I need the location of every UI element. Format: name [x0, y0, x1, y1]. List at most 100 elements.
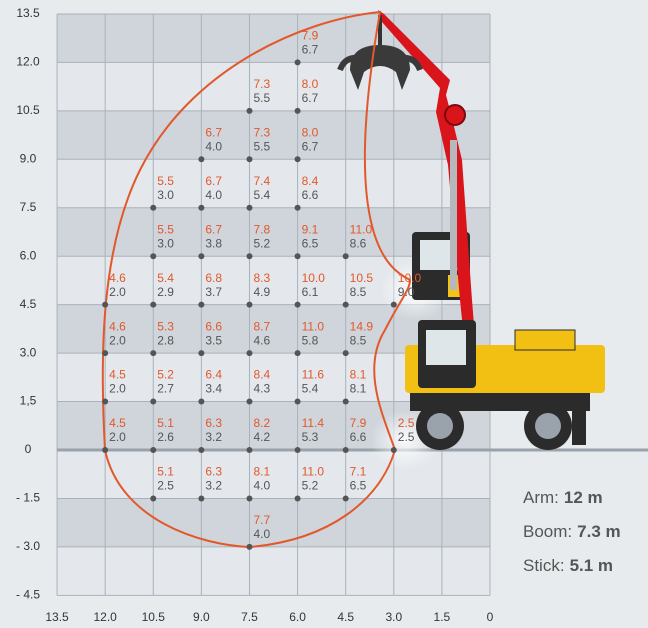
load-rear: 4.6 — [253, 333, 270, 347]
load-rear: 2.0 — [109, 382, 126, 396]
load-rear: 8.5 — [350, 333, 367, 347]
load-point — [295, 156, 301, 162]
load-front: 11.6 — [302, 368, 325, 382]
load-rear: 2.0 — [109, 430, 126, 444]
load-front: 14.9 — [350, 319, 374, 333]
load-point — [246, 253, 252, 259]
load-front: 5.3 — [157, 319, 174, 333]
x-tick-label: 9.0 — [193, 610, 210, 624]
load-rear: 2.7 — [157, 382, 174, 396]
load-point — [343, 350, 349, 356]
load-point — [343, 399, 349, 405]
load-rear: 2.9 — [157, 285, 174, 299]
load-front: 8.4 — [302, 174, 319, 188]
x-tick-label: 3.0 — [385, 610, 402, 624]
load-front: 10.0 — [302, 271, 326, 285]
load-front: 6.7 — [205, 174, 222, 188]
load-point — [102, 447, 108, 453]
load-front: 8.3 — [253, 271, 270, 285]
load-rear: 3.5 — [205, 333, 222, 347]
load-front: 7.8 — [253, 222, 270, 236]
load-point — [198, 253, 204, 259]
load-rear: 6.7 — [302, 43, 319, 57]
load-rear: 3.0 — [157, 236, 174, 250]
load-front: 7.9 — [302, 29, 319, 43]
load-point — [391, 302, 397, 308]
load-rear: 3.2 — [205, 479, 222, 493]
y-tick-label: 6.0 — [20, 248, 37, 262]
load-point — [102, 399, 108, 405]
page: {"x_ticks":[{"value":13.5,"label":"13.5"… — [0, 0, 648, 628]
load-front: 5.1 — [157, 465, 174, 479]
load-point — [295, 399, 301, 405]
load-front: 5.4 — [157, 271, 174, 285]
y-tick-label: - 3.0 — [16, 539, 40, 553]
x-tick-label: 6.0 — [289, 610, 306, 624]
load-rear: 4.2 — [253, 430, 270, 444]
load-point — [102, 350, 108, 356]
spec-value: 5.1 m — [570, 556, 613, 575]
x-tick-label: 7.5 — [241, 610, 258, 624]
load-rear: 2.5 — [398, 430, 415, 444]
load-front: 6.8 — [205, 271, 222, 285]
load-front: 5.2 — [157, 368, 174, 382]
load-rear: 3.7 — [205, 285, 222, 299]
spec-value: 12 m — [564, 488, 603, 507]
load-point — [198, 205, 204, 211]
load-point — [295, 205, 301, 211]
load-point — [246, 447, 252, 453]
spec: Arm:12 m — [523, 488, 603, 507]
load-point — [343, 253, 349, 259]
load-front: 4.6 — [109, 271, 126, 285]
load-front: 7.1 — [350, 465, 367, 479]
load-front: 11.0 — [302, 319, 325, 333]
load-front: 7.3 — [253, 125, 270, 139]
load-rear: 4.0 — [205, 139, 222, 153]
load-front: 8.4 — [253, 368, 270, 382]
load-point — [246, 156, 252, 162]
load-point — [295, 350, 301, 356]
load-front: 8.2 — [253, 416, 270, 430]
load-rear: 5.2 — [302, 479, 319, 493]
load-front: 7.9 — [350, 416, 367, 430]
spec: Stick: 5.1 m — [523, 556, 613, 575]
load-point — [295, 495, 301, 501]
load-front: 9.1 — [302, 222, 319, 236]
load-front: 8.0 — [302, 77, 319, 91]
load-rear: 3.2 — [205, 430, 222, 444]
load-rear: 6.7 — [302, 91, 319, 105]
load-point — [295, 108, 301, 114]
spec-label: Stick: — [523, 556, 565, 575]
load-front: 6.7 — [205, 222, 222, 236]
load-rear: 8.5 — [350, 285, 367, 299]
load-rear: 2.8 — [157, 333, 174, 347]
load-rear: 6.6 — [350, 430, 367, 444]
load-rear: 9.0 — [398, 285, 415, 299]
y-tick-label: 3.0 — [20, 345, 37, 359]
load-point — [198, 302, 204, 308]
load-point — [295, 59, 301, 65]
load-point — [246, 350, 252, 356]
load-point — [343, 302, 349, 308]
load-point — [150, 253, 156, 259]
load-front: 2.5 — [398, 416, 415, 430]
load-rear: 5.8 — [302, 333, 319, 347]
load-front: 6.6 — [205, 319, 222, 333]
band — [57, 498, 490, 546]
load-point — [246, 399, 252, 405]
load-rear: 5.5 — [253, 139, 270, 153]
x-tick-label: 10.5 — [142, 610, 166, 624]
load-front: 6.3 — [205, 416, 222, 430]
y-tick-label: 0 — [25, 442, 32, 456]
x-tick-label: 12.0 — [93, 610, 117, 624]
y-tick-label: 12.0 — [16, 55, 40, 69]
load-point — [150, 495, 156, 501]
load-rear: 5.2 — [253, 236, 270, 250]
load-front: 5.1 — [157, 416, 174, 430]
load-front: 6.4 — [205, 368, 222, 382]
load-rear: 3.4 — [205, 382, 222, 396]
load-rear: 5.3 — [302, 430, 319, 444]
load-front: 8.1 — [350, 368, 367, 382]
load-point — [246, 302, 252, 308]
load-front: 11.0 — [350, 222, 373, 236]
